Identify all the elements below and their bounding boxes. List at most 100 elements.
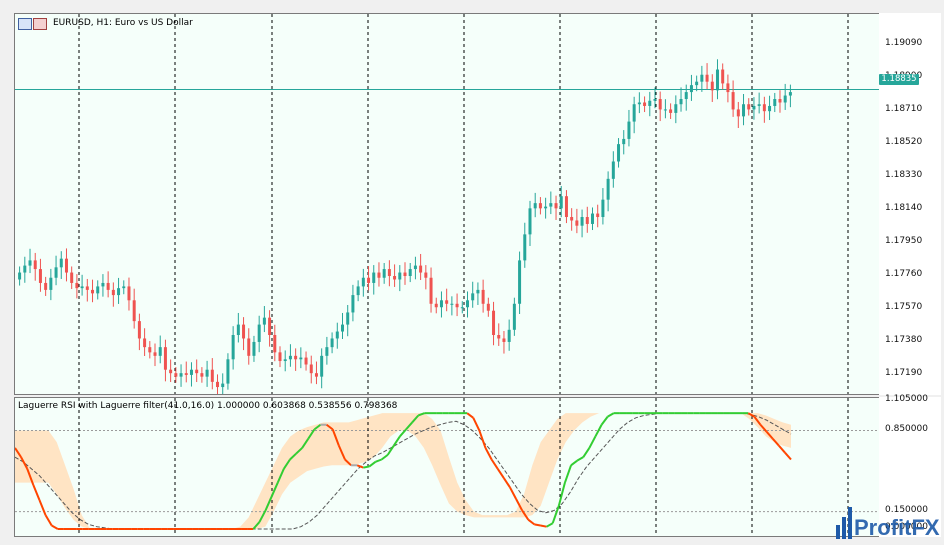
candle-body [221,383,225,388]
laguerre-rsi-segment [747,412,755,418]
laguerre-rsi-segment [502,477,511,488]
candle-body [632,104,636,122]
candle-body [59,258,63,268]
candle-body [226,359,230,384]
candlestick-chart[interactable] [15,14,879,394]
laguerre-rsi-segment [496,468,505,479]
candle-body [648,100,652,106]
laguerre-rsi-segment [576,456,584,462]
laguerre-rsi-segment [307,428,316,440]
candle-body [148,347,152,353]
laguerre-rsi-segment [466,412,474,419]
candle-body [163,347,167,370]
candle-body [481,289,485,304]
laguerre-rsi-segment [540,524,547,528]
candle-body [294,355,298,360]
candle-body [54,267,58,278]
laguerre-rsi-segment [313,423,322,431]
candle-body [75,282,79,289]
candle-body [497,335,501,339]
price-tick-label: 1.17380 [885,334,923,345]
laguerre-rsi-segment [51,524,59,530]
candle-body [169,369,173,374]
candle-body [653,99,657,101]
candle-body [455,303,459,308]
laguerre-rsi-segment [600,416,609,426]
price-chart-pane[interactable] [14,13,880,395]
laguerre-rsi-segment [588,435,597,449]
candle-body [606,178,610,200]
candle-body [153,352,157,356]
laguerre-rsi-chart[interactable] [15,398,879,536]
laguerre-rsi-segment [765,431,774,440]
laguerre-rsi-segment [778,444,786,454]
candle-body [117,288,121,296]
candle-body [460,307,464,309]
candle-body [216,381,220,388]
candle-body [695,81,699,86]
candle-body [549,203,553,207]
laguerre-rsi-segment [484,447,493,460]
candle-body [49,277,53,290]
candle-body [434,303,438,308]
candle-body [715,69,719,91]
candle-body [773,99,777,106]
candle-body [283,359,287,362]
candle-body [684,92,688,100]
candle-body [91,289,95,294]
candle-body [320,355,324,377]
candle-body [705,74,709,82]
price-tick-label: 1.17570 [885,301,923,312]
candle-body [179,373,183,377]
indicator-scale[interactable] [879,397,941,537]
candle-body [18,272,22,280]
candle-body [559,196,563,209]
laguerre-rsi-segment [472,417,481,431]
candle-body [601,199,605,218]
laguerre-rsi-segment [368,461,377,468]
indicator-pane[interactable] [14,397,880,537]
candle-body [314,373,318,377]
candle-body [523,234,527,261]
candle-body [304,357,308,365]
candle-body [33,260,37,270]
candle-body [726,83,730,93]
candle-body [111,289,115,296]
laguerre-rsi-segment [326,423,334,431]
candle-body [622,138,626,145]
laguerre-rsi-segment [289,452,297,461]
laguerre-rsi-segment [392,435,401,447]
laguerre-rsi-segment [759,424,768,433]
candle-body [70,272,74,283]
candle-body [377,272,381,278]
indicator-tick-label: 0.000000 [885,522,928,532]
candle-body [736,109,740,117]
laguerre-rsi-segment [295,447,303,455]
candle-body [367,277,371,283]
symbol-window-icon [33,18,47,30]
candle-body [335,331,339,339]
laguerre-rsi-segment [276,468,285,484]
symbol-title: EURUSD, H1: Euro vs US Dollar [53,18,193,28]
candle-body [757,104,761,106]
svg-text:ProfitFX: ProfitFX [854,515,940,540]
laguerre-rsi-segment [570,459,578,467]
candle-body [674,104,678,113]
candle-body [174,373,178,377]
laguerre-rsi-segment [771,437,780,447]
candle-body [356,286,360,296]
laguerre-rsi-segment [417,412,425,417]
candle-body [762,104,766,112]
laguerre-rsi-segment [252,521,261,530]
laguerre-rsi-segment [557,482,566,507]
laguerre-rsi-segment [381,454,389,461]
chart-window-icon [18,18,32,30]
candle-body [518,260,522,304]
laguerre-rsi-segment [356,464,364,469]
candle-body [492,310,496,336]
candle-body [195,369,199,374]
candle-body [424,272,428,278]
candle-body [330,338,334,348]
laguerre-rsi-segment [301,438,310,449]
candle-body [450,303,454,305]
